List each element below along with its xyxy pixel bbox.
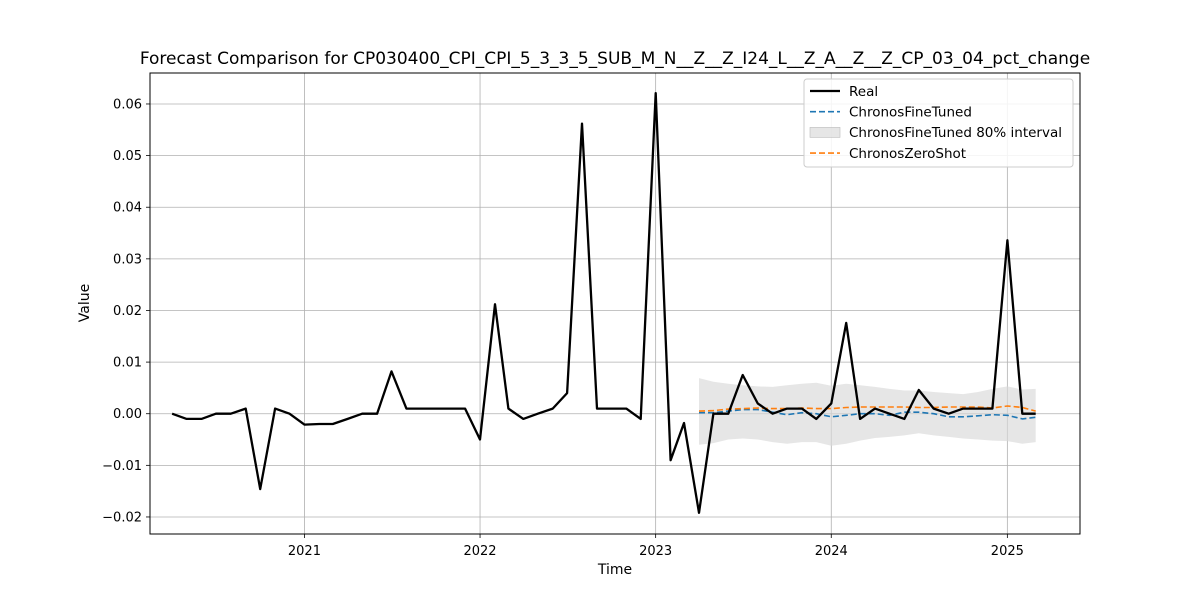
y-tick-label: 0.02 bbox=[113, 304, 142, 319]
y-tick-label: −0.01 bbox=[102, 459, 142, 474]
series-lines bbox=[171, 91, 1036, 514]
legend-swatch-band bbox=[809, 127, 841, 138]
legend-entry: ChronosFineTuned bbox=[849, 105, 972, 121]
x-axis-label: Time bbox=[597, 562, 632, 578]
y-tick-label: 0.06 bbox=[113, 97, 142, 112]
finetuned-interval-band bbox=[699, 378, 1036, 446]
x-tick-label: 2023 bbox=[639, 544, 672, 559]
real-series-line bbox=[171, 91, 1036, 514]
interval-band-layer bbox=[699, 378, 1036, 446]
y-tick-label: 0.03 bbox=[113, 252, 142, 267]
finetuned-series-line bbox=[699, 408, 1036, 420]
plot-frame bbox=[149, 72, 1081, 535]
legend-entry: ChronosZeroShot bbox=[849, 146, 966, 162]
chart-legend: Real ChronosFineTuned ChronosFineTuned 80%… bbox=[803, 78, 1074, 168]
x-tick-label: 2021 bbox=[288, 544, 321, 559]
axes: 2021 2022 2023 2024 2025 −0.02 −0.01 0.00 0.01 0.… bbox=[102, 72, 1081, 559]
x-tick-label: 2025 bbox=[991, 544, 1024, 559]
y-tick-label: −0.02 bbox=[102, 510, 142, 525]
legend-entry: Real bbox=[849, 84, 878, 100]
y-tick-label: 0.00 bbox=[113, 407, 142, 422]
y-axis-label: Value bbox=[77, 284, 93, 322]
y-tick-label: 0.04 bbox=[113, 201, 142, 216]
x-tick-label: 2022 bbox=[463, 544, 496, 559]
legend-box bbox=[803, 78, 1074, 168]
y-tick-label: 0.01 bbox=[113, 356, 142, 371]
y-tick-label: 0.05 bbox=[113, 149, 142, 164]
chart-title: Forecast Comparison for CP030400_CPI_CPI… bbox=[140, 49, 1090, 69]
x-tick-label: 2024 bbox=[815, 544, 848, 559]
zeroshot-series-line bbox=[698, 405, 1036, 412]
legend-entry: ChronosFineTuned 80% interval bbox=[849, 125, 1062, 141]
